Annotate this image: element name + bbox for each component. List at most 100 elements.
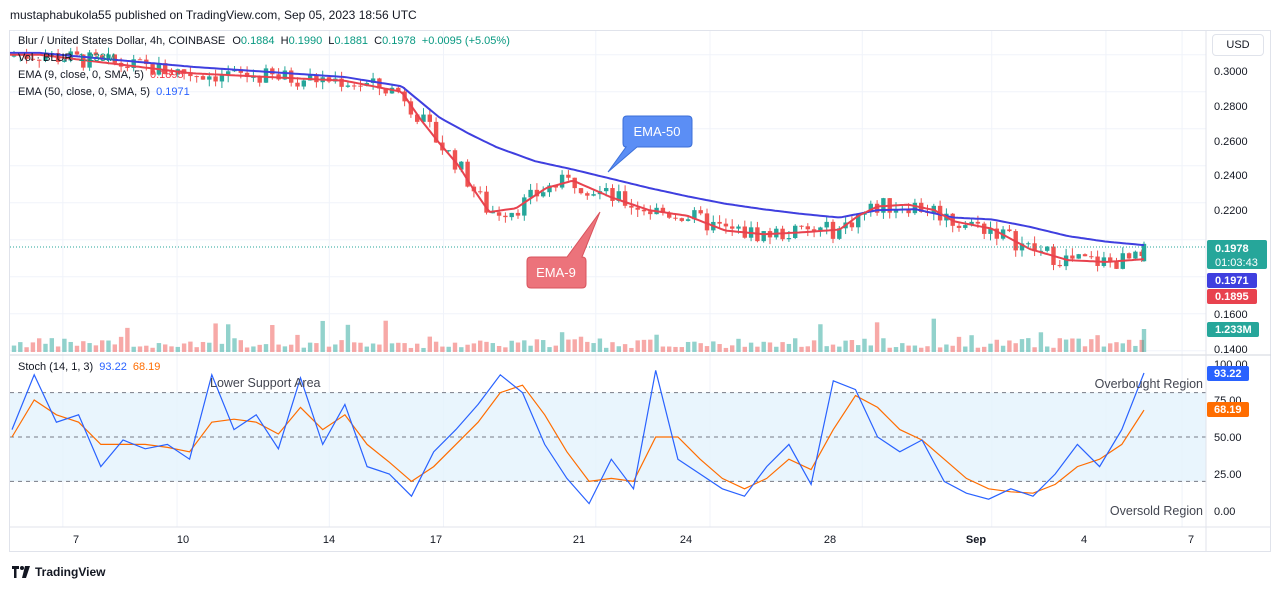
volume-bar: [805, 346, 810, 352]
candle-body: [761, 231, 766, 242]
tradingview-footer[interactable]: TradingView: [12, 565, 105, 579]
candle-body: [824, 221, 829, 228]
volume-bar: [1141, 329, 1147, 352]
volume-bar: [591, 343, 596, 352]
candle-body: [358, 85, 363, 87]
volume-bar: [1026, 338, 1031, 352]
volume-bar: [276, 344, 281, 352]
candle-body: [43, 56, 48, 61]
volume-bar: [87, 343, 92, 352]
stoch-d-tag: [1207, 402, 1249, 417]
volume-bar: [207, 342, 212, 352]
volume-bar: [339, 340, 344, 352]
symbol-legend[interactable]: Blur / United States Dollar, 4h, COINBAS…: [18, 35, 510, 47]
volume-bar: [1126, 339, 1132, 352]
oversold-label: Oversold Region: [1110, 504, 1203, 518]
candle-body: [1126, 253, 1132, 259]
volume-bar: [1139, 339, 1144, 352]
volume-bar: [559, 332, 565, 352]
volume-bar: [610, 342, 615, 352]
volume-bar: [194, 347, 199, 352]
lower-support-label: Lower Support Area: [210, 376, 321, 390]
candle-body: [169, 74, 174, 76]
candle-body: [988, 228, 993, 234]
volume-bar: [415, 343, 420, 352]
candle-body: [74, 51, 80, 55]
volume-bar: [345, 324, 351, 352]
volume-bar: [1101, 346, 1107, 352]
publisher-line: mustaphabukola55 published on TradingVie…: [10, 8, 417, 22]
volume-bar: [496, 345, 502, 352]
time-tick: 10: [177, 534, 189, 546]
candle-body: [503, 215, 508, 218]
volume-bar: [55, 346, 61, 352]
candle-body: [685, 219, 691, 221]
volume-bar: [975, 347, 981, 352]
volume-bar: [314, 343, 319, 352]
volume-bar: [843, 340, 848, 352]
volume-bar: [1038, 332, 1044, 352]
volume-bar: [534, 339, 540, 352]
volume-bar: [175, 346, 180, 352]
volume-bar: [685, 341, 691, 352]
volume-bar: [811, 340, 817, 352]
volume-bar: [635, 340, 640, 352]
volume-bar: [887, 347, 892, 352]
candle-body: [295, 82, 300, 87]
candle-body: [704, 213, 710, 231]
ema50-tag-value: 0.1971: [1215, 275, 1249, 287]
ema50-legend[interactable]: EMA (50, close, 0, SMA, 5) 0.1971: [18, 86, 190, 98]
ema50-label: EMA (50, close, 0, SMA, 5): [18, 86, 151, 98]
volume-bar: [30, 342, 36, 352]
volume-bar: [326, 346, 332, 352]
volume-bar: [452, 342, 458, 352]
volume-label: Vol · BLUR: [18, 52, 73, 64]
candle-body: [994, 228, 999, 239]
candle-body: [717, 221, 722, 224]
candle-body: [484, 191, 489, 213]
candle-body: [30, 58, 36, 60]
volume-bar: [956, 336, 962, 352]
volume-bar: [163, 344, 168, 352]
volume-bar: [156, 343, 162, 352]
volume-bar: [1045, 346, 1050, 352]
candle-body: [1007, 229, 1012, 232]
volume-bar: [969, 335, 974, 352]
volume-legend[interactable]: Vol · BLUR 1.233M: [18, 52, 115, 64]
volume-bar: [988, 343, 993, 352]
candle-body: [496, 212, 502, 216]
candle-body: [572, 177, 577, 189]
volume-tag-value: 1.233M: [1215, 324, 1252, 336]
volume-bar: [81, 341, 86, 352]
volume-bar: [112, 344, 117, 352]
candle-body: [1108, 257, 1113, 261]
stoch-legend[interactable]: Stoch (14, 1, 3) 93.22 68.19: [18, 361, 160, 373]
candle-body: [1082, 254, 1088, 257]
volume-bar: [370, 343, 376, 352]
volume-bar: [912, 345, 918, 352]
stoch-k-tag: [1207, 366, 1249, 381]
volume-bar: [150, 347, 155, 352]
volume-bar: [818, 324, 823, 352]
volume-bar: [270, 325, 275, 352]
volume-bar: [1063, 339, 1069, 352]
countdown-value: 01:03:43: [1215, 257, 1258, 269]
volume-bar: [944, 344, 949, 352]
volume-bar: [131, 346, 136, 352]
volume-bar: [667, 346, 672, 352]
footer-brand: TradingView: [35, 565, 106, 579]
volume-bar: [181, 343, 187, 352]
volume-bar: [137, 346, 143, 352]
ema9-legend[interactable]: EMA (9, close, 0, SMA, 5) 0.1895: [18, 69, 184, 81]
volume-bar: [238, 340, 243, 352]
currency-button[interactable]: USD: [1212, 34, 1264, 56]
candle-body: [837, 228, 842, 239]
volume-bar: [856, 345, 861, 352]
price-tick: 0.1600: [1214, 309, 1248, 321]
volume-bar: [364, 346, 369, 352]
candle-body: [1032, 243, 1037, 252]
candle-body: [459, 161, 464, 170]
volume-bar: [673, 346, 678, 352]
ema9-value: 0.1895: [150, 69, 184, 81]
